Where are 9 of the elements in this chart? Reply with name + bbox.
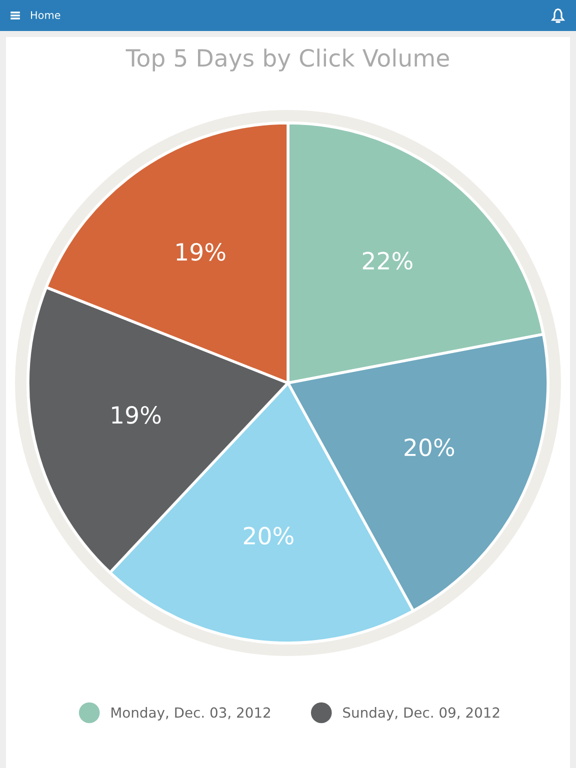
legend-label: Monday, Dec. 03, 2012 xyxy=(112,707,270,720)
legend-label: Sunday, Dec. 09, 2012 xyxy=(343,707,500,720)
chart-title: Top 5 Days by Click Volume xyxy=(126,48,449,72)
data-label: 20% xyxy=(404,438,454,456)
data-label: 19% xyxy=(176,242,226,261)
data-label: 22% xyxy=(362,252,412,270)
data-label: 19% xyxy=(112,406,161,424)
text: Home xyxy=(31,11,60,20)
data-label: 20% xyxy=(244,526,294,545)
